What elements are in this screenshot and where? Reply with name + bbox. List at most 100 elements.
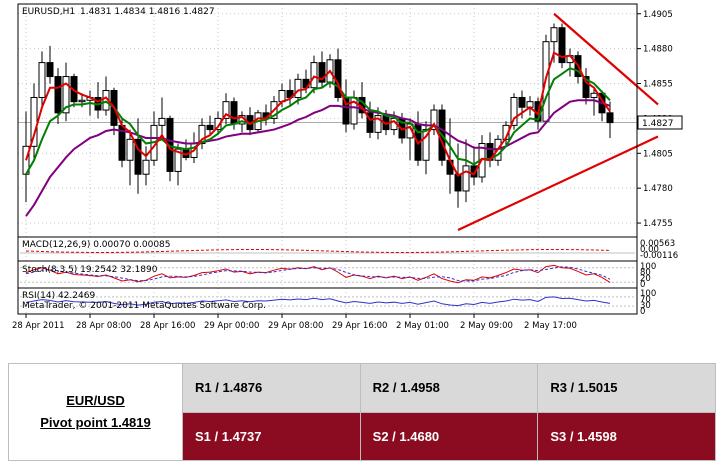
copyright-text: MetaTrader, © 2001-2011 MetaQuotes Softw… [22,301,266,311]
candle-body [430,109,438,131]
time-tick-label: 29 Apr 08:00 [268,321,323,331]
candle [214,111,222,136]
resistance-r1: R1 / 1.4876 [182,363,361,413]
price-tick-label: 1.4755 [643,219,673,229]
candle [510,93,518,130]
resistance-r2: R2 / 1.4958 [359,363,539,413]
rsi-scale-label: 0 [640,307,645,317]
rsi-scale-label: 70 [640,295,651,305]
candle [206,115,214,136]
current-price-marker: 1.4827 [637,115,683,130]
support-s2: S2 / 1.4680 [359,411,539,461]
candle-body [366,112,374,133]
pair-info-cell: EUR/USD Pivot point 1.4819 [8,363,183,461]
candle-body [422,129,430,161]
candle-body [462,165,470,192]
macd-signal-line [25,249,611,253]
candle-body [222,101,230,119]
ma-slow-line [25,99,611,217]
price-tick-label: 1.4855 [643,80,673,90]
candle [470,146,478,186]
support-s1: S1 / 1.4737 [182,411,361,461]
metatrader-chart-window[interactable]: 1.49051.48801.48551.48301.48051.47801.47… [0,0,724,345]
resistance-r3: R3 / 1.5015 [537,363,716,413]
rsi-label: RSI(14) 42.2469 [22,291,95,301]
time-tick-label: 29 Apr 00:00 [204,321,259,331]
candle-body [230,101,238,125]
macd-scale-label: 0.00 [640,245,659,255]
candle [62,62,70,122]
trendline [553,12,659,106]
candle-body [62,76,70,114]
candle [318,51,326,88]
candle [606,101,614,138]
macd-scale-label: 0.00563 [640,239,675,249]
candle-body [582,76,590,98]
candle-body [558,27,566,64]
candle-body [606,112,614,124]
stoch-main-line [25,264,611,284]
candle-body [198,124,206,145]
candle-body [590,92,598,98]
stoch-scale-label: 80 [640,268,651,278]
price-tick-label: 1.4880 [643,45,673,55]
support-s3: S3 / 1.4598 [537,411,716,461]
current-price-label: 1.4827 [642,119,674,129]
stoch-scale-label: 0 [640,280,645,290]
candle-body [174,148,182,172]
candle-body [310,62,318,89]
candle [158,97,166,140]
candle-body [518,96,526,108]
candle [590,87,598,116]
price-tick-label: 1.4805 [643,149,673,159]
ma-mid-line [25,67,611,175]
stoch-scale-label: 100 [640,262,656,272]
candle-body [78,99,86,103]
candle-body [294,78,302,98]
rsi-pane-frame [17,287,638,315]
candle-body [142,159,150,175]
time-tick-label: 2 May 09:00 [460,321,513,331]
time-tick-label: 28 Apr 16:00 [140,321,195,331]
price-tick-label: 1.4780 [643,184,673,194]
price-chart[interactable]: 1.49051.48801.48551.48301.48051.47801.47… [0,0,724,345]
time-tick-label: 2 May 17:00 [524,321,577,331]
candle [430,104,438,136]
candle-body [510,96,518,126]
candle [198,118,206,150]
candle [46,45,54,84]
candle-body [134,138,142,175]
candle [582,68,590,105]
candle [142,146,150,186]
stoch-scale-label: 20 [640,274,651,284]
candle-body [158,117,166,126]
rsi-line [25,296,611,307]
trendline [457,135,659,232]
stoch-signal-line [25,266,611,282]
macd-scale-label: -0.00116 [640,251,678,261]
candle-body [46,62,54,78]
candle [310,55,318,94]
candle [38,51,46,108]
chart-ohlc: 1.4831 1.4834 1.4816 1.4827 [80,7,215,17]
chart-symbol: EURUSD,H1 [22,7,75,17]
candle [174,143,182,186]
pivot-point-table: EUR/USD Pivot point 1.4819 R1 / 1.4876 R… [8,363,716,461]
candle-body [206,124,214,131]
candle-body [38,62,46,98]
ma-fast-line [25,51,611,177]
candle-body [126,138,134,161]
candle-body [470,165,478,178]
pivot-point-value: Pivot point 1.4819 [40,415,151,430]
stoch-label: Stoch(8,3,5) 19.2542 32.1890 [22,265,158,275]
candle-body [54,76,62,114]
rsi-scale-label: 100 [640,289,656,299]
price-tick-label: 1.4905 [643,10,673,20]
time-tick-label: 28 Apr 08:00 [76,321,131,331]
pair-name: EUR/USD [66,393,125,408]
rsi-scale-label: 30 [640,301,651,311]
macd-label: MACD(12,26,9) 0.00070 0.00085 [22,240,171,250]
candle-body [550,27,558,43]
time-tick-label: 2 May 01:00 [396,321,449,331]
candle [558,23,566,69]
